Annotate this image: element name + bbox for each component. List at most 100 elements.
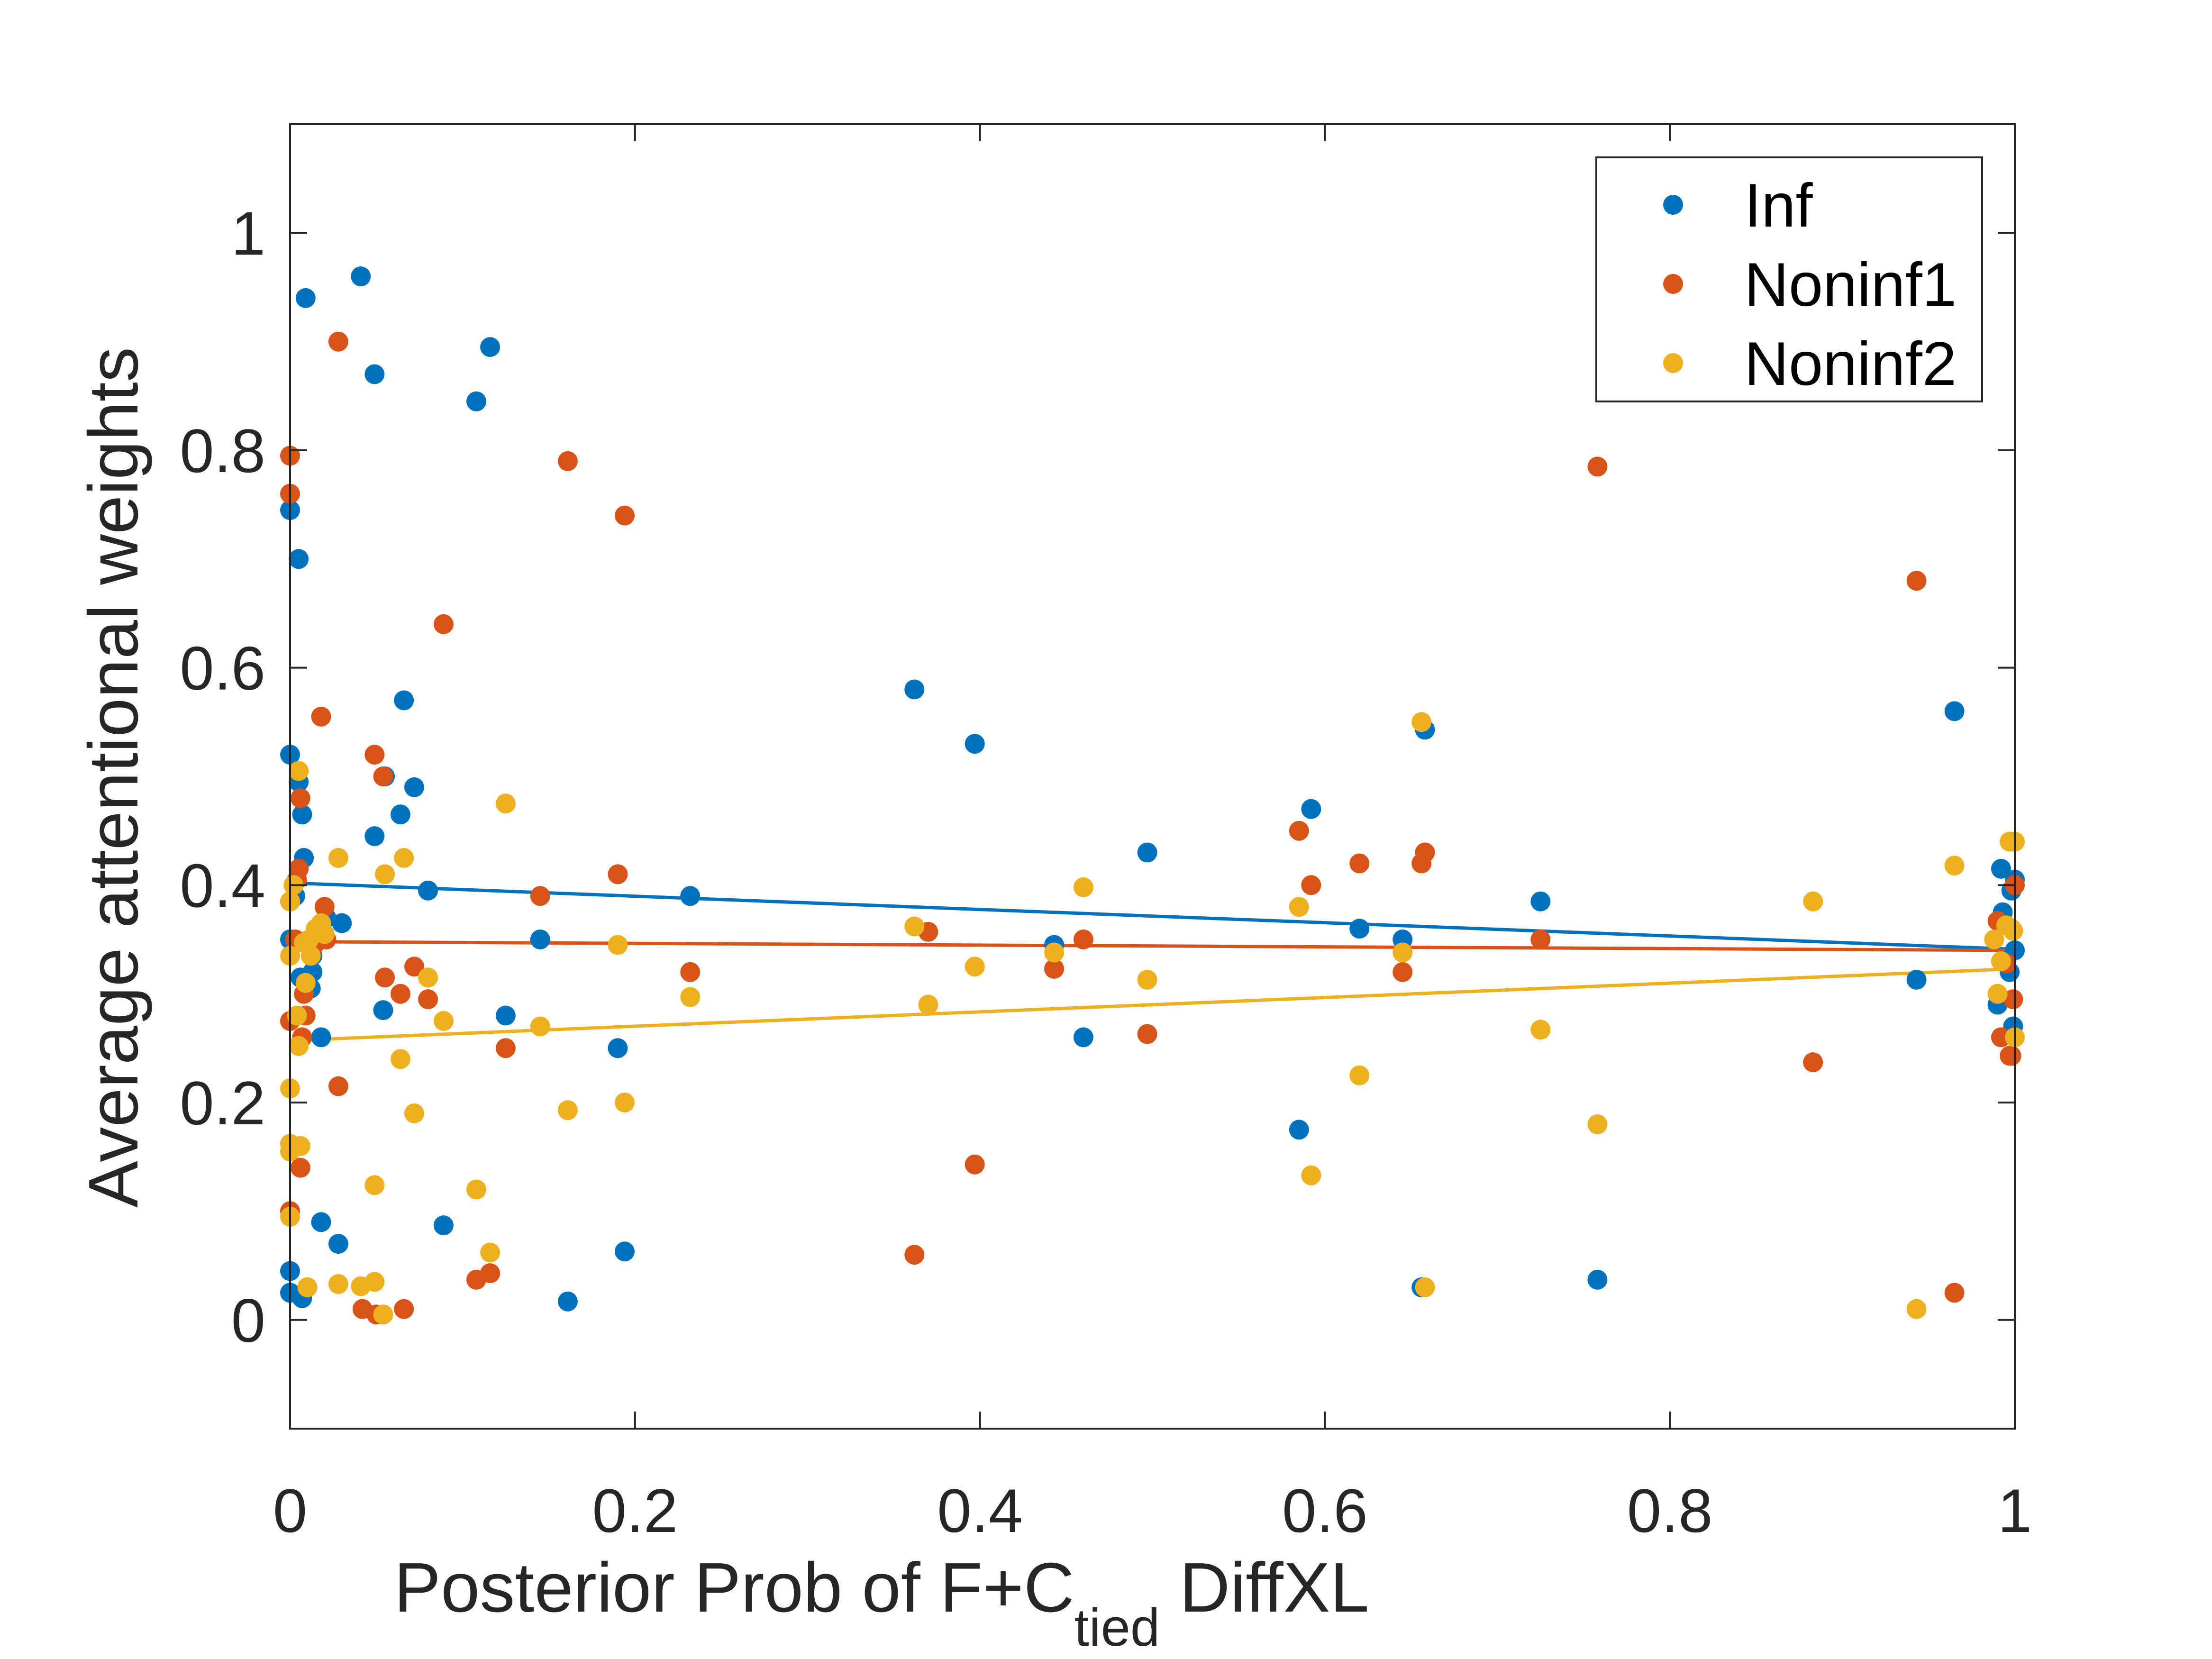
point-inf-35 bbox=[530, 930, 550, 949]
point-noninf2-41 bbox=[965, 957, 985, 977]
point-noninf2-34 bbox=[530, 1016, 550, 1037]
point-noninf2-49 bbox=[1411, 712, 1432, 732]
data-points bbox=[280, 266, 2025, 1325]
point-noninf1-56 bbox=[1991, 1027, 2011, 1048]
point-noninf2-62 bbox=[2003, 921, 2023, 941]
point-noninf1-42 bbox=[1073, 930, 1093, 949]
point-noninf2-54 bbox=[1906, 1299, 1927, 1319]
point-noninf1-16 bbox=[314, 897, 335, 917]
point-noninf1-29 bbox=[433, 614, 454, 634]
point-inf-36 bbox=[557, 1291, 578, 1312]
x-tick-label: 0 bbox=[273, 1476, 307, 1545]
point-inf-27 bbox=[390, 804, 410, 825]
point-noninf1-52 bbox=[1803, 1052, 1823, 1073]
point-noninf2-23 bbox=[364, 1272, 385, 1292]
point-inf-37 bbox=[608, 1038, 628, 1058]
point-noninf1-54 bbox=[1944, 1283, 1965, 1303]
point-noninf1-21 bbox=[364, 745, 385, 765]
point-inf-34 bbox=[495, 1005, 516, 1026]
x-tick-label: 1 bbox=[1998, 1476, 2032, 1545]
point-noninf2-7 bbox=[287, 1005, 307, 1026]
point-noninf2-42 bbox=[1044, 942, 1065, 963]
legend: Inf Noninf1 Noninf2 bbox=[1595, 156, 1983, 402]
point-inf-12 bbox=[295, 288, 316, 308]
point-noninf1-19 bbox=[328, 1076, 348, 1096]
point-noninf1-27 bbox=[404, 957, 424, 977]
point-noninf2-18 bbox=[314, 924, 335, 944]
point-noninf2-56 bbox=[1984, 930, 2004, 949]
legend-box bbox=[1595, 156, 1983, 402]
point-noninf1-49 bbox=[1415, 842, 1435, 863]
point-noninf1-41 bbox=[1044, 958, 1065, 979]
point-inf-28 bbox=[394, 690, 414, 711]
point-noninf2-12 bbox=[295, 973, 316, 993]
point-inf-40 bbox=[904, 679, 925, 700]
point-noninf2-38 bbox=[680, 987, 701, 1007]
point-noninf2-50 bbox=[1415, 1277, 1435, 1297]
point-noninf1-40 bbox=[965, 1154, 985, 1175]
point-inf-56 bbox=[1991, 858, 2011, 879]
trend-line-noninf2 bbox=[290, 967, 2015, 1042]
point-noninf2-51 bbox=[1530, 1020, 1551, 1040]
point-inf-53 bbox=[1906, 969, 1927, 990]
point-noninf2-10 bbox=[290, 1136, 310, 1156]
point-inf-38 bbox=[615, 1241, 635, 1262]
point-noninf1-24 bbox=[375, 967, 395, 988]
point-noninf2-35 bbox=[557, 1100, 578, 1121]
point-noninf1-33 bbox=[530, 886, 550, 906]
y-tick-label: 0.6 bbox=[180, 634, 265, 703]
point-inf-24 bbox=[364, 826, 385, 847]
point-noninf2-19 bbox=[328, 848, 348, 868]
point-noninf2-55 bbox=[1944, 856, 1965, 876]
point-inf-43 bbox=[1073, 1027, 1093, 1048]
point-noninf1-31 bbox=[480, 1263, 501, 1284]
point-noninf2-52 bbox=[1587, 1114, 1608, 1134]
point-noninf1-25 bbox=[390, 984, 410, 1004]
point-noninf1-51 bbox=[1587, 456, 1608, 477]
point-noninf2-13 bbox=[297, 1277, 318, 1297]
point-noninf2-20 bbox=[328, 1274, 348, 1294]
point-noninf2-53 bbox=[1803, 891, 1823, 912]
point-noninf2-22 bbox=[364, 1175, 385, 1195]
point-noninf1-35 bbox=[608, 864, 628, 884]
point-noninf1-8 bbox=[290, 788, 310, 808]
point-inf-41 bbox=[965, 734, 985, 754]
y-tick-label: 0.8 bbox=[180, 416, 265, 485]
point-noninf2-30 bbox=[433, 1011, 454, 1031]
point-noninf1-15 bbox=[311, 706, 331, 727]
point-noninf1-45 bbox=[1301, 875, 1321, 895]
point-noninf2-8 bbox=[289, 761, 309, 781]
point-noninf1-44 bbox=[1289, 820, 1309, 841]
y-tick-label: 0.2 bbox=[180, 1068, 265, 1138]
point-noninf1-26 bbox=[394, 1299, 414, 1319]
point-noninf1-28 bbox=[418, 989, 438, 1010]
point-noninf1-60 bbox=[2003, 989, 2023, 1010]
point-noninf2-48 bbox=[1393, 942, 1413, 963]
point-inf-18 bbox=[311, 1212, 331, 1232]
point-inf-10 bbox=[292, 804, 312, 825]
point-noninf1-46 bbox=[1349, 853, 1370, 874]
y-tick-label: 0 bbox=[231, 1286, 265, 1355]
point-inf-20 bbox=[328, 1234, 348, 1254]
point-noninf2-36 bbox=[608, 935, 628, 955]
point-noninf1-36 bbox=[615, 505, 635, 526]
legend-label-noninf1: Noninf1 bbox=[1744, 250, 1957, 319]
axis-ticks bbox=[289, 124, 2016, 1429]
point-noninf1-34 bbox=[557, 451, 578, 471]
point-noninf2-28 bbox=[404, 1103, 424, 1123]
x-tick-labels: 0 0.2 0.4 0.6 0.8 1 bbox=[273, 1476, 2032, 1545]
point-noninf2-15 bbox=[300, 946, 321, 966]
point-inf-31 bbox=[433, 1215, 454, 1236]
legend-label-noninf2: Noninf2 bbox=[1744, 329, 1957, 398]
point-noninf2-46 bbox=[1301, 1165, 1321, 1185]
point-inf-6 bbox=[289, 549, 309, 569]
trend-line-noninf1 bbox=[290, 940, 2015, 952]
point-noninf1-47 bbox=[1393, 962, 1413, 982]
point-noninf1-37 bbox=[680, 962, 701, 982]
legend-marker-noninf2 bbox=[1663, 353, 1683, 373]
point-noninf1-53 bbox=[1906, 571, 1927, 591]
point-noninf2-32 bbox=[480, 1242, 501, 1263]
point-inf-47 bbox=[1349, 919, 1370, 939]
point-noninf2-29 bbox=[418, 967, 438, 988]
